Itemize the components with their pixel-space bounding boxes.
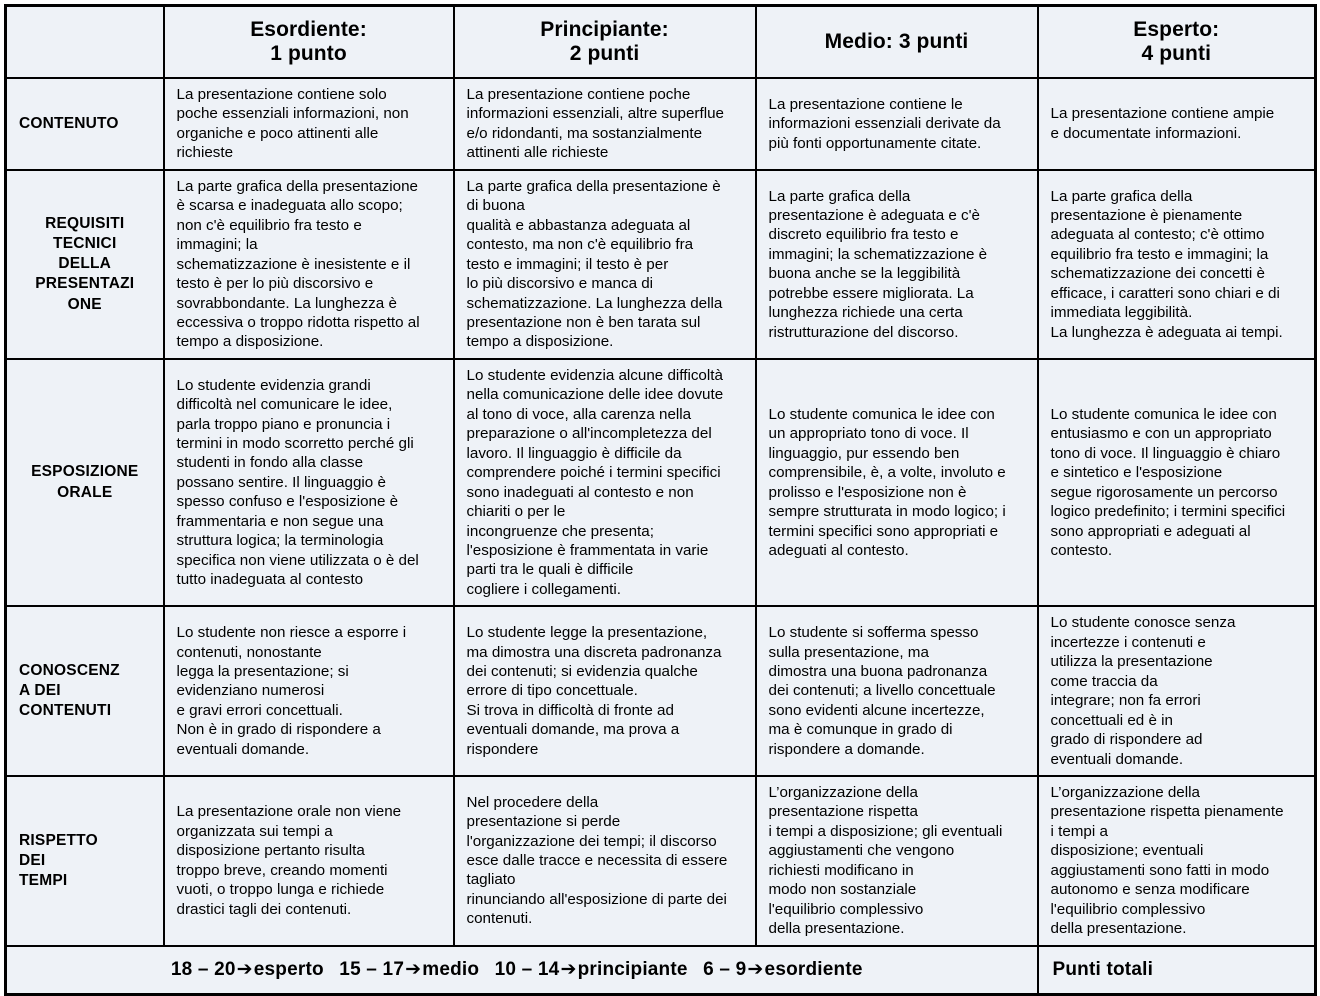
descriptor-text: La presentazione contiene ampie e docume… <box>1050 105 1275 142</box>
criterion-label-contenuto: CONTENUTO <box>19 114 119 132</box>
descriptor-text: La presentazione contiene solo poche ess… <box>176 86 409 162</box>
evaluation-rubric-table: Esordiente: 1 punto Principiante: 2 punt… <box>4 4 1317 996</box>
total-points-label: Punti totali <box>1052 958 1154 980</box>
table-row-conoscenza-contenuti: CONOSCENZ A DEI CONTENUTI Lo studente no… <box>4 605 1317 777</box>
score-legend-cell: 18 – 20➔esperto 15 – 17➔medio 10 – 14➔pr… <box>4 944 1039 996</box>
legend-label-principiante: principiante <box>577 959 688 981</box>
cell-tempi-esordiente: La presentazione orale non viene organiz… <box>162 774 455 947</box>
cell-contenuto-esordiente: La presentazione contiene solo poche ess… <box>162 77 455 171</box>
descriptor-text: Lo studente legge la presentazione, ma d… <box>466 624 722 758</box>
arrow-icon: ➔ <box>405 958 422 981</box>
descriptor-text: La presentazione contiene le informazion… <box>768 95 1001 152</box>
header-principiante-line2: 2 punti <box>569 42 640 65</box>
descriptor-text: L’organizzazione della presentazione ris… <box>768 783 1003 938</box>
descriptor-text: La parte grafica della presentazione è p… <box>1050 187 1283 341</box>
cell-contenuto-medio: La presentazione contiene le informazion… <box>754 77 1039 171</box>
legend-range-medio: 15 – 17 <box>339 959 405 981</box>
criterion-label-rispetto-tempi: RISPETTO DEI TEMPI <box>19 831 98 889</box>
cell-tempi-esperto: L’organizzazione della presentazione ris… <box>1036 774 1317 947</box>
descriptor-text: Lo studente conosce senza incertezze i c… <box>1050 614 1236 768</box>
table-row-esposizione-orale: ESPOSIZIONE ORALE Lo studente evidenzia … <box>4 357 1317 608</box>
header-cell-esordiente: Esordiente: 1 punto <box>162 4 455 79</box>
descriptor-text: Lo studente si sofferma spesso sulla pre… <box>768 624 996 758</box>
cell-requisiti-esordiente: La parte grafica della presentazione è s… <box>162 168 455 360</box>
table-row-requisiti-tecnici: REQUISITI TECNICI DELLA PRESENTAZI ONE L… <box>4 168 1317 360</box>
criterion-cell-conoscenza-contenuti: CONOSCENZ A DEI CONTENUTI <box>4 605 165 777</box>
criterion-label-requisiti-tecnici: REQUISITI TECNICI DELLA PRESENTAZI ONE <box>35 215 135 313</box>
cell-conoscenza-principiante: Lo studente legge la presentazione, ma d… <box>452 605 757 777</box>
header-principiante-line1: Principiante: <box>540 18 669 42</box>
table-row-rispetto-tempi: RISPETTO DEI TEMPI La presentazione oral… <box>4 774 1317 947</box>
table-footer-row: 18 – 20➔esperto 15 – 17➔medio 10 – 14➔pr… <box>4 944 1317 996</box>
descriptor-text: Nel procedere della presentazione si per… <box>466 793 728 928</box>
descriptor-text: La parte grafica della presentazione è d… <box>466 177 723 351</box>
criterion-cell-rispetto-tempi: RISPETTO DEI TEMPI <box>4 774 165 947</box>
legend-item-principiante: 10 – 14➔principiante <box>494 958 688 981</box>
header-medio-line1: Medio: 3 punti <box>824 30 969 54</box>
cell-conoscenza-medio: Lo studente si sofferma spesso sulla pre… <box>754 605 1039 777</box>
descriptor-text: La parte grafica della presentazione è s… <box>176 177 420 351</box>
header-esordiente-level: Esordiente: 1 punto <box>165 18 453 65</box>
header-cell-medio: Medio: 3 punti <box>754 4 1039 79</box>
criterion-cell-requisiti-tecnici: REQUISITI TECNICI DELLA PRESENTAZI ONE <box>4 168 165 360</box>
cell-esposizione-esperto: Lo studente comunica le idee con entusia… <box>1036 357 1317 608</box>
criterion-cell-contenuto: CONTENUTO <box>4 77 165 171</box>
criterion-label-conoscenza-contenuti: CONOSCENZ A DEI CONTENUTI <box>19 661 120 720</box>
header-cell-esperto: Esperto: 4 punti <box>1036 4 1317 79</box>
arrow-icon: ➔ <box>560 958 577 981</box>
header-esperto-line2: 4 punti <box>1141 42 1212 65</box>
arrow-icon: ➔ <box>236 958 253 981</box>
table-row-contenuto: CONTENUTO La presentazione contiene solo… <box>4 77 1317 171</box>
header-esordiente-line1: Esordiente: <box>250 18 367 42</box>
cell-esposizione-esordiente: Lo studente evidenzia grandi difficoltà … <box>162 357 455 608</box>
legend-range-esordiente: 6 – 9 <box>703 959 747 981</box>
header-cell-principiante: Principiante: 2 punti <box>452 4 757 79</box>
cell-contenuto-esperto: La presentazione contiene ampie e docume… <box>1036 77 1317 171</box>
legend-item-esperto: 18 – 20➔esperto <box>170 958 324 981</box>
total-points-cell: Punti totali <box>1036 944 1317 996</box>
score-legend: 18 – 20➔esperto 15 – 17➔medio 10 – 14➔pr… <box>7 958 1037 981</box>
descriptor-text: Lo studente non riesce a esporre i conte… <box>176 624 407 758</box>
cell-contenuto-principiante: La presentazione contiene poche informaz… <box>452 77 757 171</box>
cell-conoscenza-esperto: Lo studente conosce senza incertezze i c… <box>1036 605 1317 777</box>
header-principiante-level: Principiante: 2 punti <box>455 18 755 65</box>
legend-label-esperto: esperto <box>253 959 324 981</box>
cell-tempi-principiante: Nel procedere della presentazione si per… <box>452 774 757 947</box>
table-header-row: Esordiente: 1 punto Principiante: 2 punt… <box>4 4 1317 79</box>
legend-range-esperto: 18 – 20 <box>170 959 236 981</box>
cell-requisiti-medio: La parte grafica della presentazione è a… <box>754 168 1039 360</box>
criterion-label-esposizione-orale: ESPOSIZIONE ORALE <box>31 463 139 501</box>
descriptor-text: Lo studente evidenzia alcune difficoltà … <box>466 366 724 598</box>
legend-label-medio: medio <box>422 959 480 981</box>
header-esordiente-line2: 1 punto <box>270 42 347 65</box>
descriptor-text: La parte grafica della presentazione è a… <box>768 187 988 341</box>
header-esperto-line1: Esperto: <box>1133 18 1220 42</box>
arrow-icon: ➔ <box>747 958 764 981</box>
legend-item-medio: 15 – 17➔medio <box>339 958 480 981</box>
cell-conoscenza-esordiente: Lo studente non riesce a esporre i conte… <box>162 605 455 777</box>
header-esperto-level: Esperto: 4 punti <box>1039 18 1315 65</box>
legend-range-principiante: 10 – 14 <box>494 959 560 981</box>
cell-esposizione-medio: Lo studente comunica le idee con un appr… <box>754 357 1039 608</box>
legend-label-esordiente: esordiente <box>764 959 863 981</box>
cell-requisiti-principiante: La parte grafica della presentazione è d… <box>452 168 757 360</box>
legend-item-esordiente: 6 – 9➔esordiente <box>703 958 863 981</box>
header-corner-cell <box>4 4 165 79</box>
descriptor-text: La presentazione contiene poche informaz… <box>466 86 724 162</box>
cell-requisiti-esperto: La parte grafica della presentazione è p… <box>1036 168 1317 360</box>
descriptor-text: Lo studente comunica le idee con entusia… <box>1050 405 1286 559</box>
descriptor-text: L’organizzazione della presentazione ris… <box>1050 783 1284 938</box>
cell-esposizione-principiante: Lo studente evidenzia alcune difficoltà … <box>452 357 757 608</box>
descriptor-text: Lo studente comunica le idee con un appr… <box>768 405 1006 559</box>
descriptor-text: La presentazione orale non viene organiz… <box>176 803 402 918</box>
header-medio-level: Medio: 3 punti <box>757 30 1037 54</box>
criterion-cell-esposizione-orale: ESPOSIZIONE ORALE <box>4 357 165 608</box>
descriptor-text: Lo studente evidenzia grandi difficoltà … <box>176 376 419 589</box>
cell-tempi-medio: L’organizzazione della presentazione ris… <box>754 774 1039 947</box>
